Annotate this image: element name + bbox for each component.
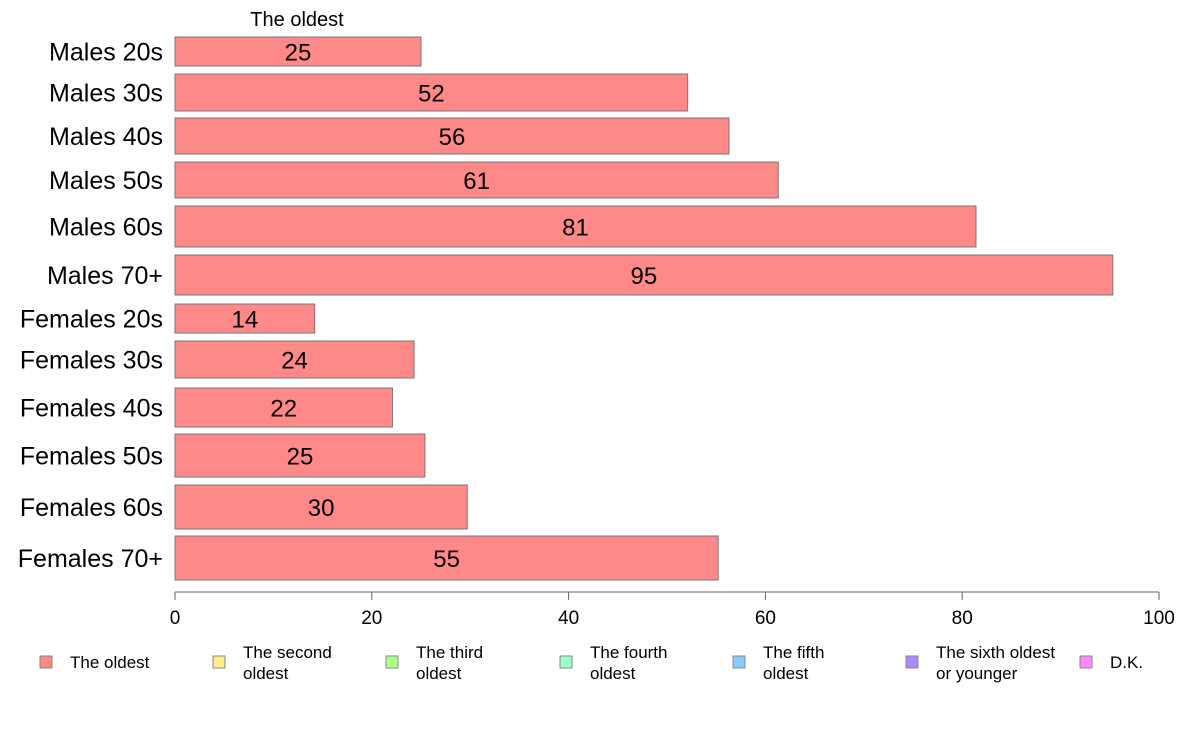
legend-swatch xyxy=(212,655,226,669)
bar-value-label: 14 xyxy=(232,307,259,334)
category-label: Males 50s xyxy=(49,167,163,195)
x-tick-label: 0 xyxy=(170,608,181,629)
legend-swatch xyxy=(905,655,919,669)
bar xyxy=(174,433,426,478)
bar-value-label: 25 xyxy=(285,40,312,67)
bar xyxy=(174,340,415,379)
bar-value-label: 61 xyxy=(463,168,490,195)
legend-label: The fourth oldest xyxy=(590,643,668,683)
category-label: Females 50s xyxy=(20,443,163,471)
bar xyxy=(174,205,977,248)
bar xyxy=(174,73,689,112)
category-label: Males 30s xyxy=(49,80,163,108)
bar xyxy=(174,117,730,155)
legend-label: The third oldest xyxy=(416,643,483,683)
legend-label: The oldest xyxy=(70,653,150,672)
series-title: The oldest xyxy=(250,9,344,31)
legend-swatch xyxy=(559,655,573,669)
x-tick-label: 40 xyxy=(558,608,579,629)
legend-swatch xyxy=(39,655,53,669)
bar-value-label: 25 xyxy=(287,444,314,471)
category-label: Males 70+ xyxy=(47,262,163,290)
bar xyxy=(174,303,316,334)
bar-value-label: 52 xyxy=(418,81,445,108)
bar xyxy=(174,387,393,428)
x-tick-label: 80 xyxy=(952,608,973,629)
bar-value-label: 30 xyxy=(308,495,335,522)
legend-swatch xyxy=(385,655,399,669)
bar-value-label: 81 xyxy=(562,215,589,242)
x-axis: 0 20 40 60 80 100 xyxy=(170,591,1175,629)
category-label: Females 20s xyxy=(20,306,163,334)
bar xyxy=(174,161,779,199)
bars-group: Males 20s 25 Males 30s 52 Males 40s 56 Males 5… xyxy=(18,36,1114,581)
category-label: Males 40s xyxy=(49,123,163,151)
x-tick-label: 60 xyxy=(755,608,776,629)
bar-value-label: 55 xyxy=(433,546,460,573)
legend-label: D.K. xyxy=(1110,653,1143,672)
category-label: Males 60s xyxy=(49,214,163,242)
legend-label: The fifth oldest xyxy=(763,643,824,683)
bar xyxy=(174,535,719,581)
bar-value-label: 95 xyxy=(631,263,658,290)
category-label: Females 60s xyxy=(20,494,163,522)
bar-value-label: 22 xyxy=(270,396,297,423)
legend-swatch xyxy=(732,655,746,669)
legend-label: The sixth oldest or younger xyxy=(936,643,1055,683)
bar-value-label: 56 xyxy=(439,124,466,151)
category-label: Females 40s xyxy=(20,395,163,423)
legend: The oldest The second oldest The third oldes… xyxy=(39,643,1143,683)
bar-value-label: 24 xyxy=(281,348,308,375)
bar xyxy=(174,484,468,530)
x-tick-label: 20 xyxy=(361,608,382,629)
x-tick-label: 100 xyxy=(1143,608,1175,629)
bar xyxy=(174,254,1114,296)
category-label: Females 30s xyxy=(20,347,163,375)
legend-swatch xyxy=(1079,655,1093,669)
legend-label: The second oldest xyxy=(243,643,332,683)
category-label: Males 20s xyxy=(49,39,163,67)
bar xyxy=(174,36,422,67)
category-label: Females 70+ xyxy=(18,545,163,573)
